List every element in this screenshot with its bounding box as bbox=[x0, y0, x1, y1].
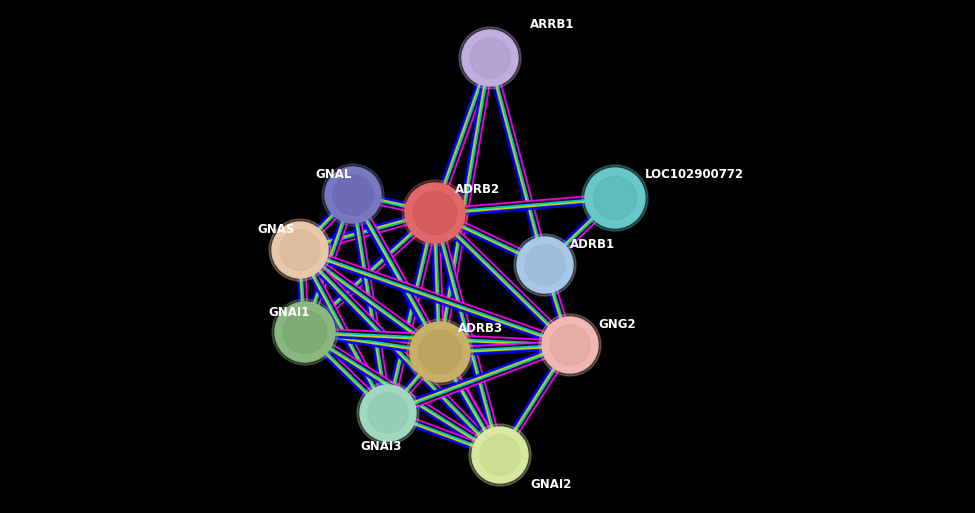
Circle shape bbox=[469, 424, 531, 486]
Circle shape bbox=[585, 168, 645, 228]
Circle shape bbox=[462, 30, 518, 86]
Circle shape bbox=[280, 230, 320, 270]
Text: GNG2: GNG2 bbox=[598, 318, 636, 331]
Text: LOC102900772: LOC102900772 bbox=[645, 168, 744, 181]
Circle shape bbox=[368, 393, 409, 433]
Circle shape bbox=[357, 382, 419, 444]
Circle shape bbox=[284, 310, 327, 353]
Circle shape bbox=[402, 180, 468, 246]
Circle shape bbox=[410, 322, 470, 382]
Text: GNAI1: GNAI1 bbox=[268, 306, 309, 319]
Circle shape bbox=[360, 385, 416, 441]
Circle shape bbox=[413, 191, 456, 234]
Circle shape bbox=[322, 164, 384, 226]
Circle shape bbox=[459, 27, 521, 89]
Circle shape bbox=[332, 175, 373, 215]
Circle shape bbox=[582, 165, 648, 231]
Circle shape bbox=[470, 38, 510, 78]
Circle shape bbox=[418, 330, 461, 373]
Text: ARRB1: ARRB1 bbox=[530, 18, 574, 31]
Text: GNAL: GNAL bbox=[315, 168, 351, 181]
Circle shape bbox=[525, 245, 566, 285]
Circle shape bbox=[480, 435, 520, 475]
Circle shape bbox=[594, 176, 637, 220]
Text: GNAI2: GNAI2 bbox=[530, 478, 571, 491]
Circle shape bbox=[407, 319, 473, 385]
Circle shape bbox=[517, 237, 573, 293]
Circle shape bbox=[275, 302, 335, 362]
Text: ADRB2: ADRB2 bbox=[455, 183, 500, 196]
Circle shape bbox=[550, 325, 590, 365]
Circle shape bbox=[514, 234, 576, 296]
Circle shape bbox=[325, 167, 381, 223]
Circle shape bbox=[272, 222, 328, 278]
Text: GNAI3: GNAI3 bbox=[360, 440, 402, 453]
Circle shape bbox=[272, 299, 338, 365]
Circle shape bbox=[539, 314, 601, 376]
Circle shape bbox=[472, 427, 528, 483]
Circle shape bbox=[269, 219, 331, 281]
Circle shape bbox=[542, 317, 598, 373]
Text: ADRB1: ADRB1 bbox=[570, 238, 615, 251]
Circle shape bbox=[405, 183, 465, 243]
Text: ADRB3: ADRB3 bbox=[458, 322, 503, 335]
Text: GNAS: GNAS bbox=[257, 223, 294, 236]
